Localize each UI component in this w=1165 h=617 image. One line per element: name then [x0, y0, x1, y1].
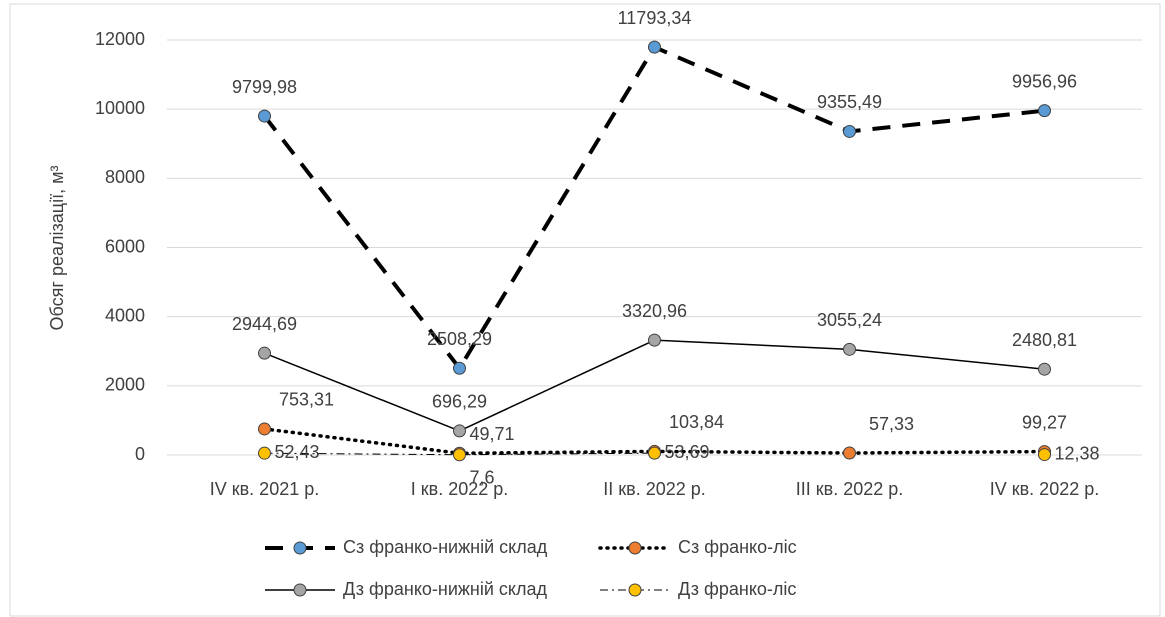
data-point	[453, 448, 466, 462]
data-label: 2944,69	[232, 314, 297, 334]
data-point	[648, 40, 661, 54]
data-point	[258, 346, 271, 360]
data-point	[648, 446, 661, 460]
data-label: 9355,49	[817, 92, 882, 112]
y-tick-label: 4000	[105, 305, 145, 325]
data-label: 53,69	[665, 442, 710, 462]
data-point	[843, 446, 856, 460]
y-tick-label: 6000	[105, 236, 145, 256]
legend-marker	[628, 583, 642, 597]
data-point	[453, 424, 466, 438]
data-label: 2508,29	[427, 329, 492, 349]
x-tick-label: І кв. 2022 р.	[411, 479, 509, 499]
data-label: 9799,98	[232, 77, 297, 97]
data-point	[453, 361, 466, 375]
series-line	[264, 452, 655, 456]
y-tick-label: 8000	[105, 167, 145, 187]
data-point	[1038, 104, 1051, 118]
legend-label: Дз франко-нижній склад	[343, 579, 548, 599]
y-tick-label: 12000	[95, 29, 145, 49]
data-point	[648, 333, 661, 347]
legend-label: Сз франко-ліс	[678, 537, 797, 557]
data-label: 12,38	[1055, 443, 1100, 463]
data-label: 7,6	[470, 467, 495, 487]
data-label: 103,84	[669, 412, 724, 432]
legend-marker	[293, 541, 307, 555]
legend-label: Сз франко-нижній склад	[343, 537, 548, 557]
data-point	[258, 109, 271, 123]
y-tick-label: 2000	[105, 375, 145, 395]
data-label: 49,71	[470, 424, 515, 444]
data-label: 696,29	[432, 392, 487, 412]
data-label: 11793,34	[618, 8, 692, 28]
x-tick-label: IV кв. 2022 р.	[990, 479, 1100, 499]
x-tick-label: ІІІ кв. 2022 р.	[796, 479, 904, 499]
data-point	[258, 446, 271, 460]
data-label: 52,43	[275, 442, 320, 462]
data-label: 57,33	[869, 414, 914, 434]
data-point	[258, 422, 271, 436]
data-label: 753,31	[279, 390, 334, 410]
y-tick-label: 10000	[95, 98, 145, 118]
data-point	[843, 342, 856, 356]
data-point	[1038, 362, 1051, 376]
y-tick-label: 0	[135, 444, 145, 464]
data-label: 3055,24	[817, 310, 882, 330]
data-label: 2480,81	[1012, 330, 1077, 350]
data-label: 3320,96	[622, 301, 687, 321]
data-point	[843, 124, 856, 138]
x-tick-label: ІІ кв. 2022 р.	[603, 479, 706, 499]
y-axis-label: Обсяг реалізації, м³	[47, 166, 67, 331]
x-tick-label: IV кв. 2021 р.	[210, 479, 320, 499]
data-point	[1038, 448, 1051, 462]
legend-label: Дз франко-ліс	[678, 579, 796, 599]
legend-marker	[628, 541, 642, 555]
chart-border	[9, 3, 1161, 617]
data-label: 9956,96	[1012, 71, 1077, 91]
legend-marker	[293, 583, 307, 597]
data-label: 99,27	[1022, 412, 1067, 432]
